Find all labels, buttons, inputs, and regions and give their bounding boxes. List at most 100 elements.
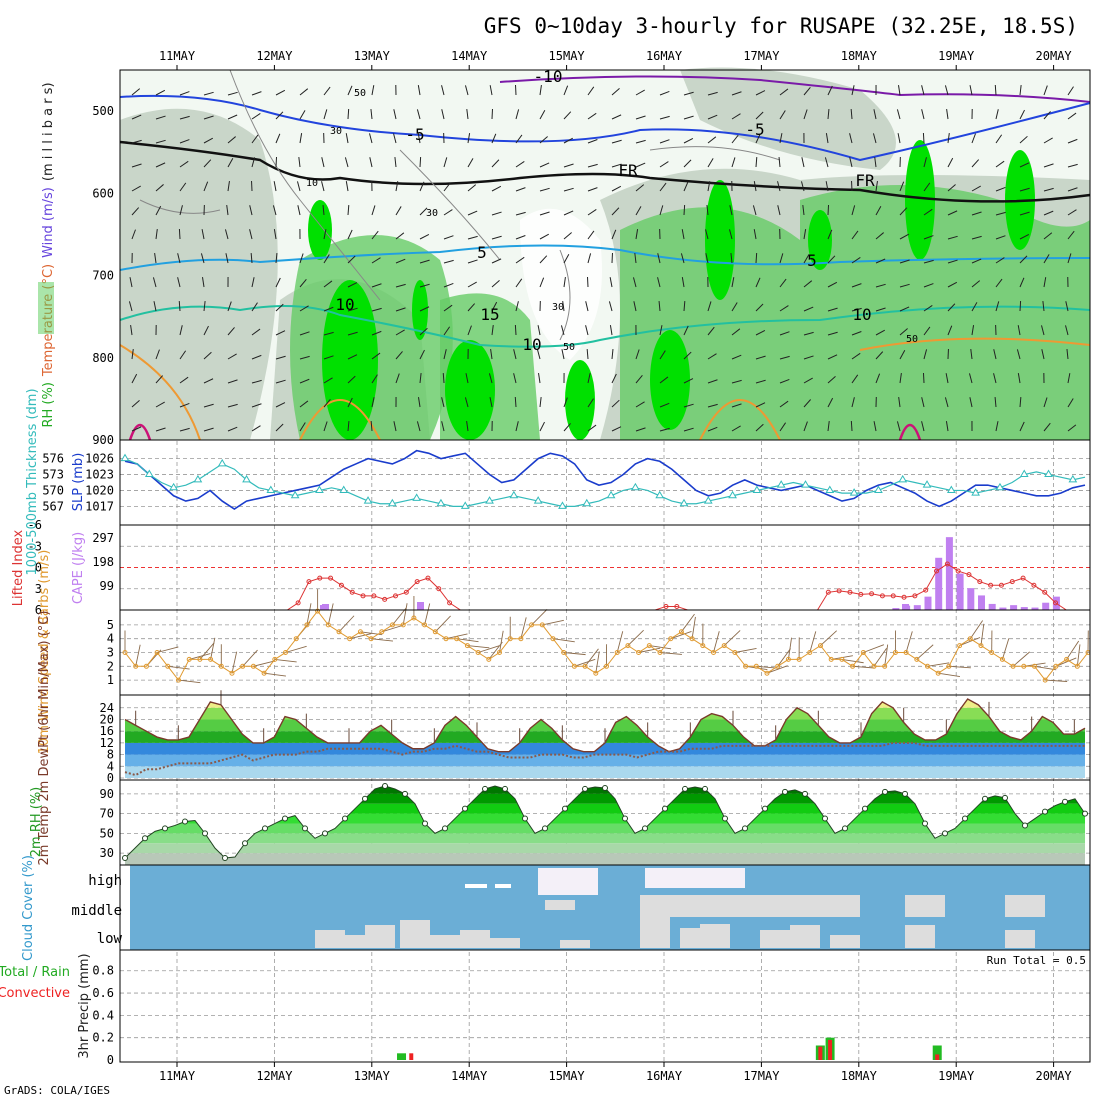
wind-barb xyxy=(777,181,781,192)
wind-barb xyxy=(632,277,637,288)
wind-barb xyxy=(803,331,814,336)
wind-barb xyxy=(608,301,613,312)
wind-barb xyxy=(393,109,397,120)
rh-point xyxy=(342,815,348,822)
wind-barb xyxy=(1043,232,1053,240)
thickness-point xyxy=(558,501,567,509)
rh-point xyxy=(182,818,188,825)
thickness-point xyxy=(315,485,324,493)
x-tick-label-bottom: 20MAY xyxy=(1036,1069,1073,1083)
wind-barb xyxy=(705,229,709,240)
wind-barb xyxy=(587,187,598,192)
wind-barb xyxy=(443,282,454,288)
wind-barb xyxy=(827,397,834,408)
wind-barb xyxy=(441,109,445,120)
lifted-index-point xyxy=(890,593,896,599)
wind-barb xyxy=(203,91,214,96)
wind-barb xyxy=(537,325,541,336)
rh-point xyxy=(742,825,748,832)
wind-barb xyxy=(1067,424,1077,432)
wind-barb xyxy=(419,306,430,312)
wind-barb xyxy=(131,163,142,168)
wind-speed-point xyxy=(497,650,502,655)
wind-speed-point xyxy=(625,643,631,649)
wind-barb xyxy=(947,133,950,144)
wind-barb xyxy=(683,181,689,192)
wind-barb xyxy=(227,403,238,408)
thickness-point xyxy=(120,453,130,462)
wind-barb xyxy=(827,354,838,360)
rh-point xyxy=(702,785,708,792)
lifted-index-point xyxy=(447,600,453,606)
cloud-low-block xyxy=(560,940,590,948)
wind-barb xyxy=(635,401,645,408)
cape-bar xyxy=(1020,607,1028,610)
wind-barb xyxy=(275,252,278,264)
wind-barb xyxy=(779,278,787,288)
wind-barb xyxy=(275,355,286,360)
wind-barb xyxy=(467,259,478,264)
lifted-tick-label: -6 xyxy=(28,518,42,532)
cloud-low-block xyxy=(365,925,395,948)
wind-barb xyxy=(299,378,310,384)
wind-speed-point xyxy=(229,670,235,676)
cloud-low-block xyxy=(905,925,935,948)
wind-speed-point xyxy=(775,663,781,669)
wind-barb xyxy=(800,181,805,192)
wind-barb xyxy=(251,403,262,408)
wind-barb-10m xyxy=(980,623,985,646)
thickness-point xyxy=(266,485,276,493)
wind-barb-10m xyxy=(638,647,661,653)
wind-speed-point xyxy=(593,670,599,676)
wind-barb xyxy=(323,280,333,288)
lifted-index-point xyxy=(317,575,323,581)
wind-speed-point xyxy=(614,650,620,655)
wind-barb xyxy=(779,253,784,264)
wind-barb xyxy=(224,229,229,240)
wind-barb xyxy=(539,162,550,168)
wind-barb xyxy=(971,159,980,168)
wind-barb xyxy=(393,133,397,144)
cloud-low-block xyxy=(315,930,345,948)
wind-barb xyxy=(563,253,570,264)
wind-barb xyxy=(586,348,589,360)
wind-speed-point xyxy=(561,650,567,655)
wind-barb xyxy=(851,352,861,360)
precip-convective-bar xyxy=(409,1053,414,1060)
wind-speed-point xyxy=(636,650,642,655)
wind-barb-10m xyxy=(306,603,312,625)
wind-barb xyxy=(515,161,525,168)
wind-barb xyxy=(970,349,973,360)
wind-barb xyxy=(587,253,592,264)
contour-label: -10 xyxy=(534,67,563,86)
wind-barb xyxy=(851,85,855,96)
wind-barb xyxy=(707,403,718,408)
contour-label: 50 xyxy=(906,334,918,345)
wind-barb xyxy=(563,137,574,144)
wind-barb xyxy=(443,259,454,264)
lifted-index-point xyxy=(360,593,366,599)
wind-barb xyxy=(371,330,382,336)
wind-barb xyxy=(635,206,642,216)
contour-label: 50 xyxy=(354,88,366,99)
wind-barb xyxy=(922,372,925,384)
wind-tick-label: 2 xyxy=(107,659,114,673)
wind-barb xyxy=(851,230,859,240)
slp-thickness-layer xyxy=(120,449,1086,510)
wind-barb xyxy=(1067,86,1074,96)
precip-total-bar xyxy=(397,1053,407,1060)
wind-barb xyxy=(299,305,309,312)
rh-point xyxy=(302,825,308,832)
wind-barb xyxy=(1016,349,1021,360)
rh-shade-grey xyxy=(680,67,896,170)
wind-barb xyxy=(753,181,757,192)
rh-tick-label: 70 xyxy=(100,807,114,821)
wind-barb xyxy=(467,184,477,192)
wind-barb xyxy=(899,233,910,240)
wind-barb xyxy=(417,133,421,144)
wind-barb xyxy=(275,277,281,288)
rh-point xyxy=(822,815,828,822)
wind-barb xyxy=(947,235,958,240)
wind-barb xyxy=(323,86,331,96)
wind-barb xyxy=(419,156,422,168)
